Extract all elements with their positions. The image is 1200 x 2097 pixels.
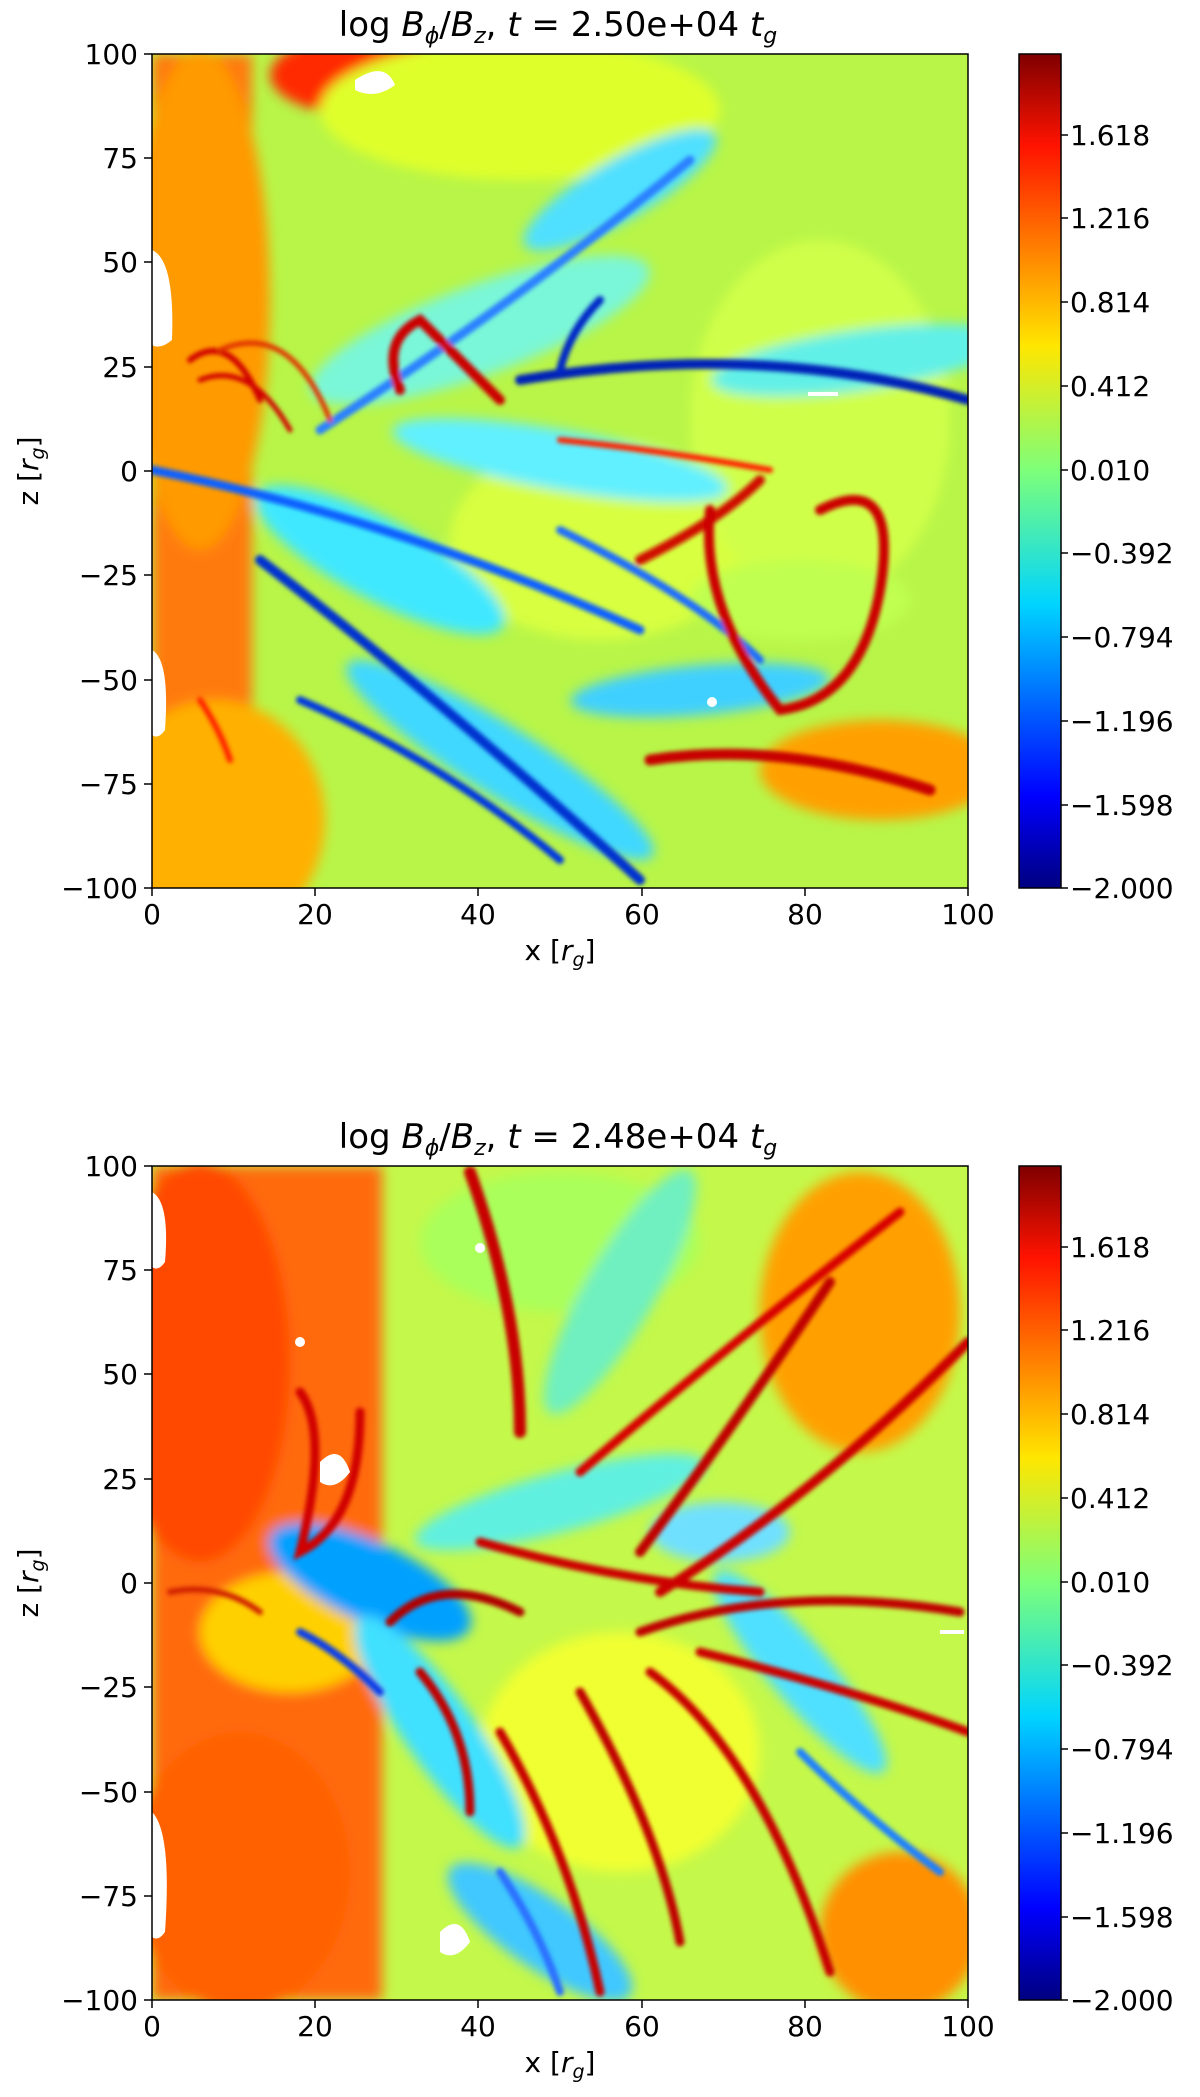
y-tick-label: 100 [85, 38, 138, 71]
colorbar-tick-label: −0.392 [1070, 1649, 1174, 1682]
x-tick-label: 60 [624, 898, 660, 931]
x-tick-label: 40 [460, 898, 496, 931]
x-axis-label: x [rg] [525, 2046, 596, 2083]
colorbar-tick-label: 0.010 [1070, 1566, 1150, 1599]
colorbar-tick-label: 1.216 [1070, 1314, 1150, 1347]
colorbar-tick-label: −0.794 [1070, 621, 1174, 654]
colorbar-gradient [1018, 1165, 1062, 2001]
y-tick-label: −100 [61, 872, 138, 905]
y-axis-label: z [rg] [12, 436, 49, 505]
y-tick-label: 50 [102, 246, 138, 279]
chart-panel-top: log Bϕ/Bz, t = 2.50e+04 tg [0, 0, 1200, 1045]
colorbar-tick-label: −0.392 [1070, 537, 1174, 570]
colorbar-tick-label: −1.598 [1070, 789, 1174, 822]
y-tick-label: 100 [85, 1150, 138, 1183]
chart-title: log Bϕ/Bz, t = 2.50e+04 tg [339, 5, 777, 49]
y-tick-label: 75 [102, 142, 138, 175]
chart-panel-bottom: log Bϕ/Bz, t = 2.48e+04 tg [0, 1112, 1200, 2097]
y-tick-label: 50 [102, 1358, 138, 1391]
y-tick-label: 25 [102, 1463, 138, 1496]
chart-svg-bottom: log Bϕ/Bz, t = 2.48e+04 tg [12, 1117, 1174, 2083]
x-axis-label: x [rg] [525, 934, 596, 971]
y-tick-label: 25 [102, 351, 138, 384]
y-tick-label: −50 [79, 664, 138, 697]
colorbar: 1.618 1.216 0.814 0.412 0.010 −0.392 −0.… [1018, 1165, 1174, 2017]
colorbar-gradient [1018, 53, 1062, 889]
x-tick-label: 20 [297, 898, 333, 931]
y-tick-label: 0 [120, 455, 138, 488]
x-axis: 0 20 40 60 80 100 x [rg] [143, 2000, 995, 2083]
x-tick-label: 80 [787, 898, 823, 931]
x-tick-label: 0 [143, 898, 161, 931]
x-tick-label: 40 [460, 2010, 496, 2043]
colorbar-tick-label: −1.196 [1070, 1817, 1174, 1850]
y-tick-label: −75 [79, 768, 138, 801]
x-axis: 0 20 40 60 80 100 x [rg] [143, 888, 995, 971]
colorbar-tick-label: 0.412 [1070, 370, 1150, 403]
y-tick-label: −100 [61, 1984, 138, 2017]
y-axis: 100 75 50 25 0 −25 −50 −75 −100 z [rg] [12, 1150, 152, 2017]
colorbar-tick-label: −1.598 [1070, 1901, 1174, 1934]
y-tick-label: 0 [120, 1567, 138, 1600]
y-axis: 100 75 50 25 0 −25 −50 −75 −100 z [rg] [12, 38, 152, 905]
colorbar-tick-label: 1.618 [1070, 1231, 1150, 1264]
colorbar-tick-label: 0.412 [1070, 1482, 1150, 1515]
chart-title: log Bϕ/Bz, t = 2.48e+04 tg [339, 1117, 777, 1161]
colorbar-tick-label: −2.000 [1070, 872, 1174, 905]
colorbar-tick-label: −0.794 [1070, 1733, 1174, 1766]
chart-svg-top: log Bϕ/Bz, t = 2.50e+04 tg [12, 5, 1174, 971]
colorbar-tick-label: 1.216 [1070, 202, 1150, 235]
colorbar-tick-label: 1.618 [1070, 119, 1150, 152]
y-tick-label: −25 [79, 559, 138, 592]
x-tick-label: 100 [941, 2010, 994, 2043]
colorbar-tick-label: 0.814 [1070, 286, 1150, 319]
y-tick-label: −75 [79, 1880, 138, 1913]
colorbar: 1.618 1.216 0.814 0.412 0.010 −0.392 −0.… [1018, 53, 1174, 905]
x-tick-label: 0 [143, 2010, 161, 2043]
colorbar-tick-label: 0.814 [1070, 1398, 1150, 1431]
x-tick-label: 60 [624, 2010, 660, 2043]
x-tick-label: 100 [941, 898, 994, 931]
y-tick-label: −25 [79, 1671, 138, 1704]
colorbar-tick-label: −2.000 [1070, 1984, 1174, 2017]
heatmap-field [152, 1166, 968, 2000]
colorbar-tick-label: 0.010 [1070, 454, 1150, 487]
y-axis-label: z [rg] [12, 1548, 49, 1617]
y-tick-label: 75 [102, 1254, 138, 1287]
x-tick-label: 80 [787, 2010, 823, 2043]
y-tick-label: −50 [79, 1776, 138, 1809]
x-tick-label: 20 [297, 2010, 333, 2043]
colorbar-tick-label: −1.196 [1070, 705, 1174, 738]
heatmap-field [152, 54, 968, 888]
